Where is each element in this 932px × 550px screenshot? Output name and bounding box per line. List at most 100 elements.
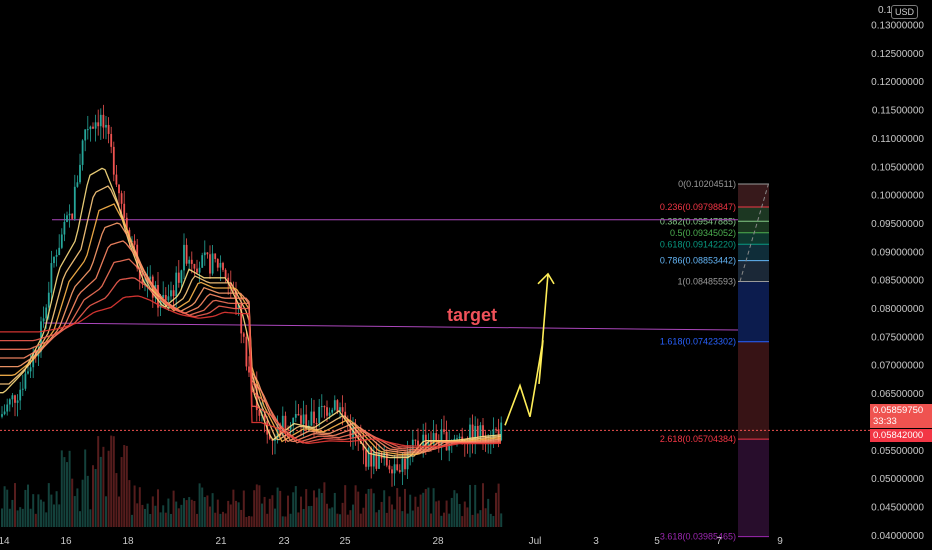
candle-body — [346, 418, 349, 424]
volume-bar — [463, 501, 466, 527]
volume-bar — [315, 497, 318, 527]
volume-bar — [255, 484, 258, 527]
volume-bar — [219, 513, 222, 527]
volume-bar — [196, 513, 198, 527]
volume-bar — [391, 504, 393, 527]
time-tick-label: 5 — [654, 536, 660, 547]
candle-body — [237, 304, 240, 309]
volume-bar — [427, 487, 430, 527]
volume-bar — [123, 445, 126, 527]
candle-body — [183, 244, 185, 271]
volume-bar — [450, 497, 453, 527]
candlesticks — [1, 104, 503, 487]
volume-bar — [79, 511, 81, 527]
volume-bar — [326, 503, 328, 527]
horizontal-levels[interactable] — [0, 219, 870, 431]
candle-body — [383, 452, 386, 459]
volume-bar — [409, 494, 412, 527]
candle-body — [495, 429, 497, 431]
volume-bar — [37, 494, 40, 527]
volume-bar — [214, 512, 217, 527]
candle-body — [500, 422, 503, 441]
candle-body — [209, 254, 211, 274]
volume-bar — [14, 483, 16, 527]
candle-body — [206, 252, 209, 255]
candle-body — [292, 417, 295, 426]
volume-bar — [261, 503, 263, 527]
candle-body — [263, 414, 266, 422]
candle-body — [443, 429, 445, 432]
fib-extension-zone[interactable]: 0(0.10204511) 0.236(0.09798847) 0.382(0.09… — [660, 179, 770, 542]
volume-bar — [398, 496, 401, 527]
candle-body — [102, 114, 105, 128]
target-annotation[interactable]: target — [447, 305, 498, 325]
time-tick-label: Jul — [529, 536, 542, 547]
candle-body — [284, 415, 287, 429]
candle-body — [216, 258, 219, 268]
candle-body — [354, 427, 357, 436]
volume-bar — [209, 506, 211, 527]
volume-bar — [367, 489, 370, 527]
volume-bar — [177, 508, 180, 527]
time-axis[interactable]: 14 16 18 21 23 25 28 Jul 3 5 7 9 — [0, 536, 783, 547]
price-tick-label: 0.07000000 — [871, 361, 924, 372]
candle-body — [79, 164, 81, 183]
current-price-value: 0.05859750 — [873, 405, 924, 416]
candle-body — [396, 464, 399, 471]
volume-bar — [313, 490, 315, 527]
volume-bar — [497, 483, 500, 527]
volume-bar — [154, 505, 157, 527]
price-tick-label: 0.09500000 — [871, 219, 924, 230]
volume-bar — [55, 491, 58, 527]
price-tick-label: 0.06500000 — [871, 389, 924, 400]
volume-bar — [448, 513, 451, 527]
volume-bar — [102, 446, 105, 527]
ma-ribbon-line — [0, 185, 502, 457]
price-tick-label: 0.12000000 — [871, 77, 924, 88]
volume-bar — [190, 499, 193, 527]
candle-body — [112, 146, 115, 175]
price-tick-label: 0.10500000 — [871, 162, 924, 173]
volume-bar — [297, 512, 300, 527]
time-tick-label: 16 — [60, 536, 72, 547]
candle-body — [276, 424, 279, 438]
candle-body — [268, 434, 271, 439]
fib-band — [738, 341, 769, 440]
volume-bar — [149, 513, 152, 527]
candle-body — [341, 407, 344, 412]
volume-bar — [227, 500, 230, 527]
candle-body — [476, 425, 479, 438]
volume-bar — [40, 499, 42, 527]
candle-body — [16, 400, 19, 403]
fib-level-label: 0.382(0.09547885) — [660, 216, 736, 226]
projection-path[interactable] — [504, 272, 555, 426]
volume-bar — [47, 483, 50, 527]
current-price-tag: 0.05859750 33:33 — [870, 404, 932, 428]
fib-band — [738, 232, 769, 245]
candle-body — [370, 447, 373, 467]
currency-badge[interactable]: USD — [890, 5, 918, 19]
volume-bar — [206, 495, 209, 527]
volume-bar — [185, 500, 188, 527]
volume-bar — [292, 492, 295, 527]
volume-bar — [258, 485, 261, 527]
volume-bar — [414, 496, 417, 527]
fib-band — [738, 184, 769, 208]
volume-bar — [229, 504, 232, 527]
candle-body — [401, 458, 404, 472]
candle-body — [320, 406, 323, 408]
volume-bar — [84, 449, 87, 527]
volume-bar — [71, 478, 74, 527]
candle-body — [89, 126, 92, 130]
volume-bar — [437, 500, 440, 527]
candle-body — [300, 415, 302, 424]
price-scale[interactable]: 0.13000000 0.12500000 0.12000000 0.11500000… — [871, 5, 924, 542]
volume-bar — [16, 510, 19, 527]
candle-body — [331, 409, 334, 413]
volume-bar — [222, 511, 224, 527]
volume-bar — [232, 489, 235, 527]
price-tick-label: 0.09000000 — [871, 247, 924, 258]
volume-bar — [339, 514, 341, 527]
candle-body — [281, 415, 284, 437]
